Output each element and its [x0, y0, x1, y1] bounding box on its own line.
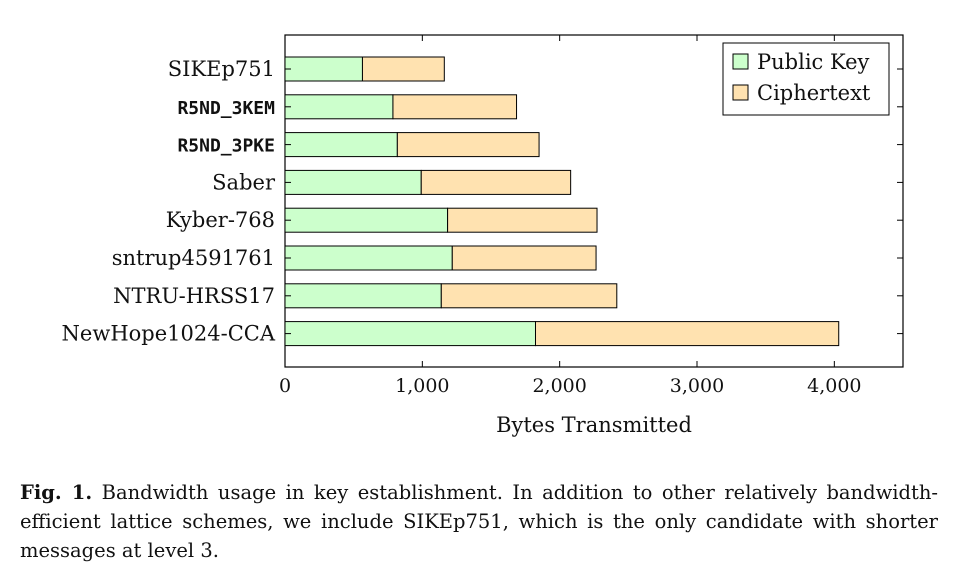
plot-frame	[284, 34, 904, 368]
x-tick-label: 2,000	[532, 375, 586, 397]
ticks-layer	[284, 35, 903, 367]
bar-public-key	[284, 321, 536, 347]
legend-label: Public Key	[757, 50, 870, 74]
x-tick-label: 4,000	[807, 375, 861, 397]
category-label: SIKEp751	[168, 57, 275, 81]
bar-ciphertext	[451, 245, 597, 271]
category-label: Saber	[212, 170, 276, 194]
bar-public-key	[284, 132, 398, 158]
bar-public-key	[284, 245, 453, 271]
legend: Public Key Ciphertext	[722, 42, 890, 116]
legend-swatch	[732, 84, 749, 101]
x-tick-label: 0	[279, 375, 291, 397]
bars-layer	[284, 56, 840, 347]
category-label: R5ND_3KEM	[177, 98, 275, 119]
legend-label: Ciphertext	[757, 81, 871, 105]
bar-ciphertext	[396, 132, 540, 158]
bar-public-key	[284, 207, 449, 233]
bar-ciphertext	[447, 207, 598, 233]
bar-public-key	[284, 56, 363, 82]
bar-public-key	[284, 169, 422, 195]
x-tick-labels: 0 1,000 2,000 3,000 4,000	[279, 375, 862, 397]
bar-ciphertext	[534, 321, 840, 347]
bar-ciphertext	[420, 169, 572, 195]
x-tick-label: 1,000	[395, 375, 449, 397]
category-label: NewHope1024-CCA	[62, 322, 276, 346]
bar-public-key	[284, 283, 442, 309]
caption-label: Fig. 1.	[20, 481, 93, 504]
category-label: NTRU-HRSS17	[113, 284, 275, 308]
x-tick-label: 3,000	[670, 375, 724, 397]
bar-chart: SIKEp751 R5ND_3KEM R5ND_3PKE Saber Kyber-768…	[62, 34, 904, 437]
category-labels: SIKEp751 R5ND_3KEM R5ND_3PKE Saber Kyber-768…	[62, 57, 276, 346]
caption-text: Bandwidth usage in key establishment. In…	[20, 481, 938, 562]
bar-public-key	[284, 94, 394, 120]
bar-ciphertext	[440, 283, 618, 309]
bar-ciphertext	[361, 56, 445, 82]
legend-swatch	[732, 53, 749, 70]
figure-caption: Fig. 1. Bandwidth usage in key establish…	[20, 478, 938, 565]
category-label: Kyber-768	[166, 208, 275, 232]
x-axis-title: Bytes Transmitted	[496, 413, 692, 437]
bar-ciphertext	[392, 94, 518, 120]
category-label: sntrup4591761	[112, 246, 275, 270]
legend-box	[722, 42, 890, 116]
category-label: R5ND_3PKE	[177, 136, 275, 157]
